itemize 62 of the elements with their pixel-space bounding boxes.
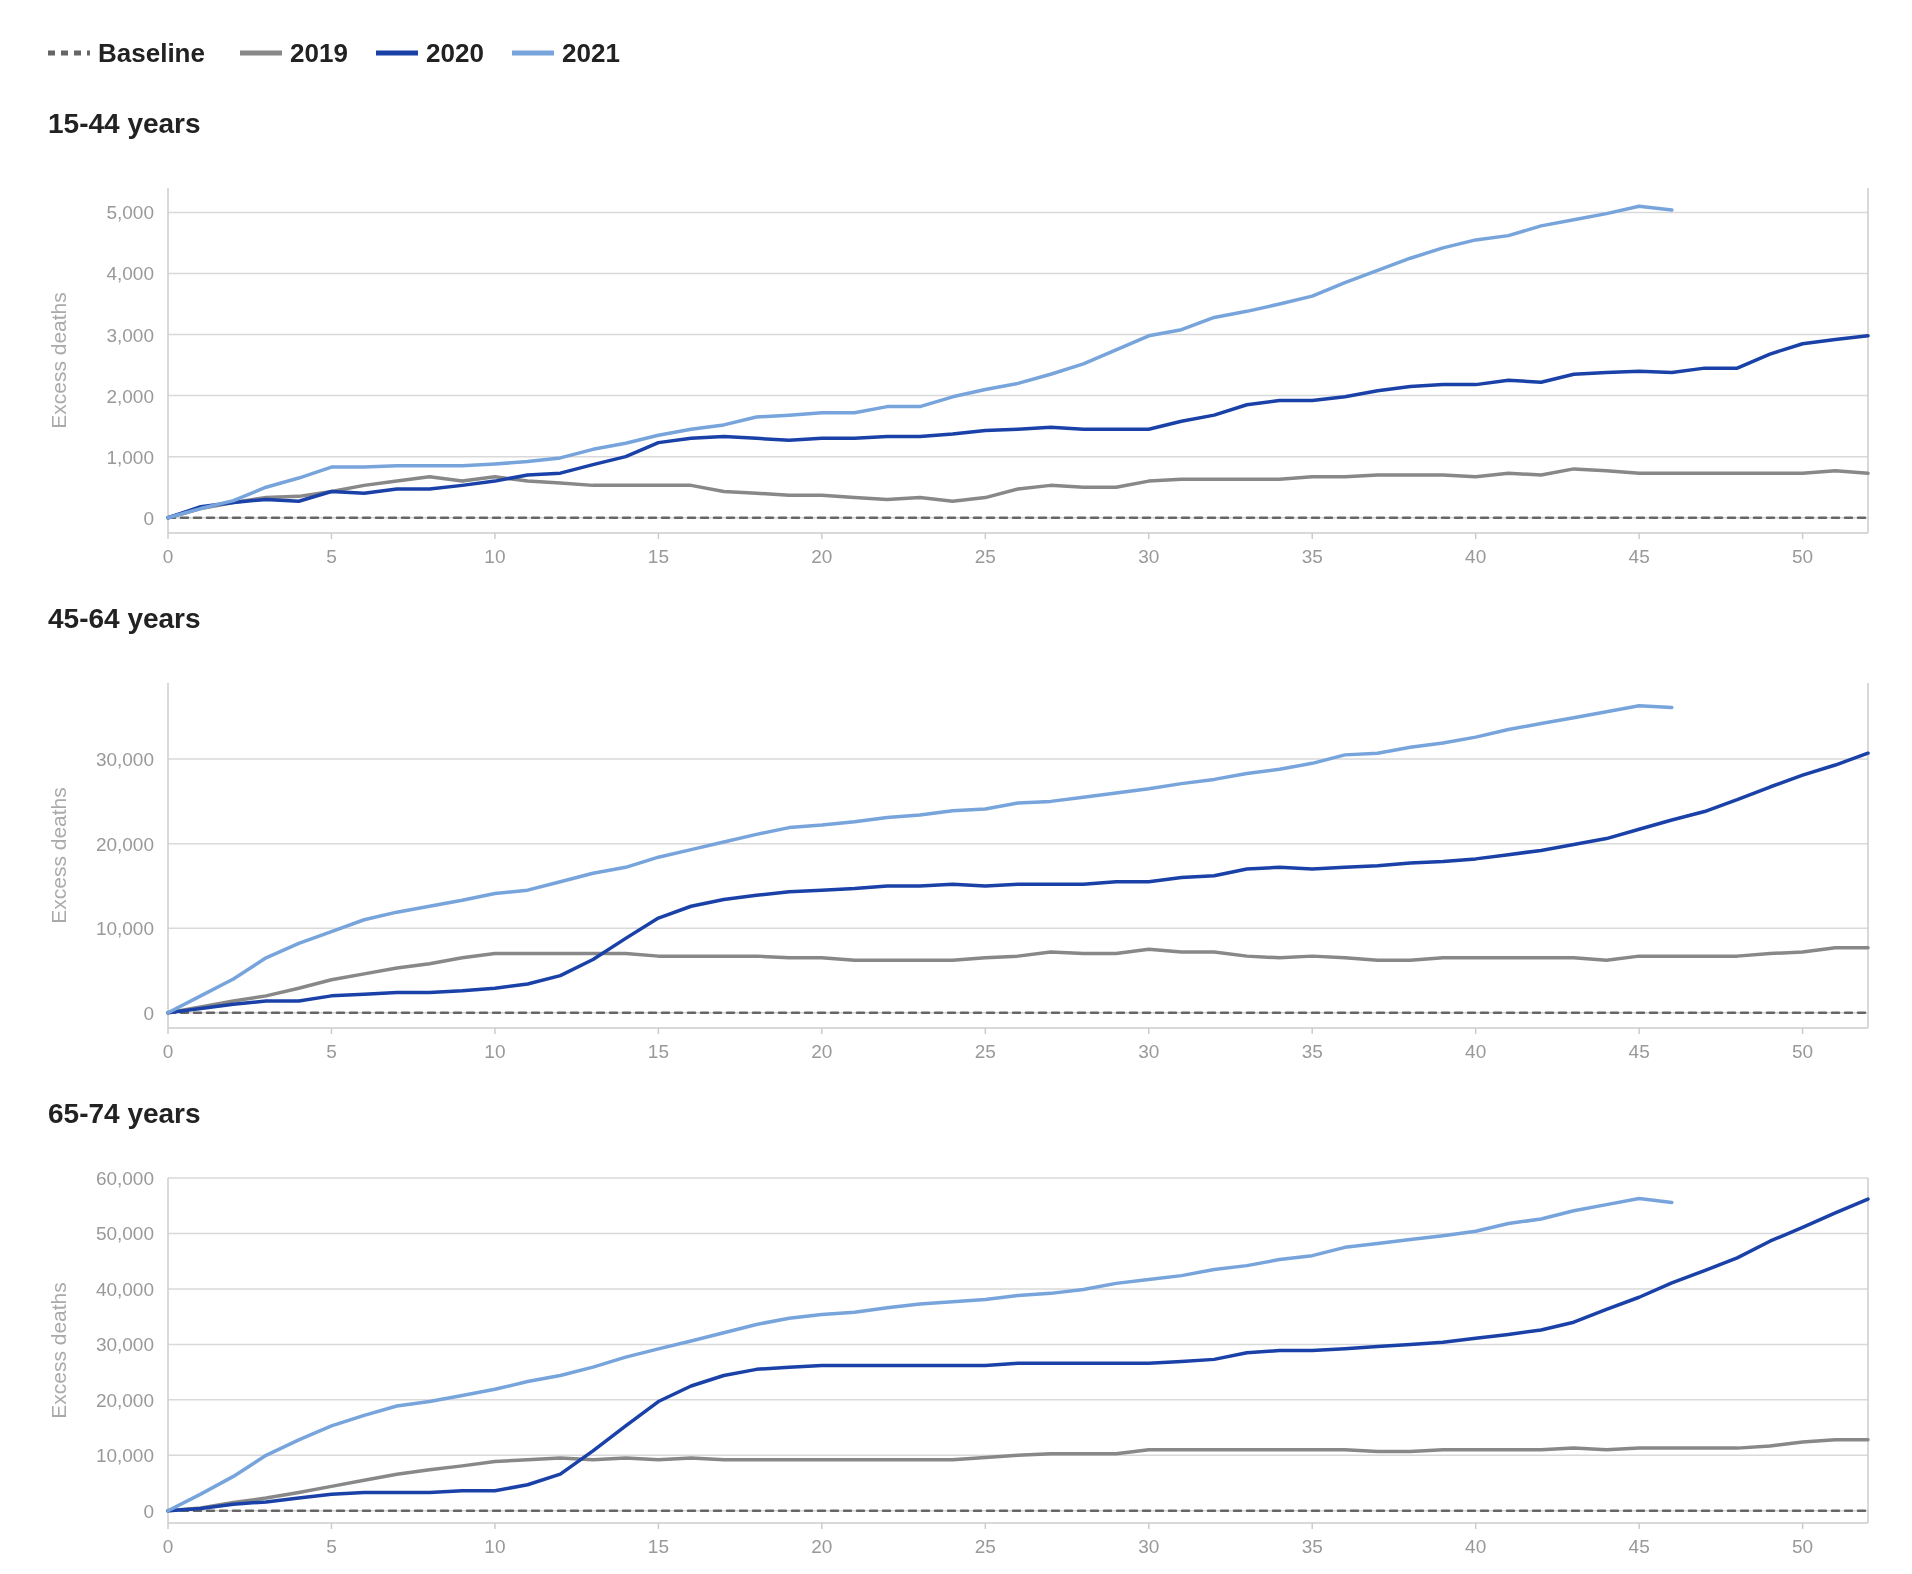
y-tick-label: 20,000 [95,1389,154,1411]
y-tick-label: 40,000 [95,1278,154,1300]
x-tick-label: 25 [974,546,996,567]
x-tick-label: 20 [811,1041,833,1062]
x-tick-label: 10 [484,1041,506,1062]
x-tick-label: 20 [811,546,833,567]
y-tick-label: 30,000 [95,1334,154,1356]
x-tick-label: 15 [647,1041,669,1062]
chart-title: 15-44 years [48,108,201,139]
y-tick-label: 30,000 [95,749,154,771]
line-series [166,204,1674,520]
x-tick-label: 15 [647,1536,669,1557]
y-tick-label: 50,000 [95,1223,154,1245]
x-tick-label: 50 [1792,546,1814,567]
x-tick-label: 15 [647,546,669,567]
x-tick-label: 50 [1792,1536,1814,1557]
x-tick-label: 30 [1138,1041,1160,1062]
y-tick-label: 60,000 [95,1168,154,1189]
x-tick-label: 50 [1792,1041,1814,1062]
x-tick-label: 0 [162,1041,174,1062]
y-tick-label: 2,000 [106,385,154,407]
y-tick-label: 5,000 [106,202,154,224]
x-tick-label: 35 [1301,1536,1323,1557]
legend-label: Baseline [98,38,205,68]
y-tick-label: 0 [143,1500,154,1522]
x-tick-label: 45 [1628,1536,1650,1557]
y-axis-title: Excess deaths [47,787,70,924]
x-tick-label: 10 [484,546,506,567]
x-tick-label: 35 [1301,546,1323,567]
y-axis-title: Excess deaths [47,1282,70,1419]
y-tick-label: 10,000 [95,1445,154,1467]
x-tick-label: 5 [326,1041,337,1062]
chart-title: 45-64 years [48,603,201,634]
x-tick-label: 20 [811,1536,833,1557]
legend-label: 2021 [562,38,620,68]
x-tick-label: 40 [1465,1041,1487,1062]
y-tick-label: 4,000 [106,263,154,285]
x-tick-label: 10 [484,1536,506,1557]
x-tick-label: 40 [1465,546,1487,567]
x-tick-label: 35 [1301,1041,1323,1062]
y-tick-label: 1,000 [106,446,154,468]
x-tick-label: 0 [162,1536,174,1557]
legend-label: 2020 [426,38,484,68]
x-tick-label: 25 [974,1041,996,1062]
x-tick-label: 0 [162,546,174,567]
x-tick-label: 45 [1628,546,1650,567]
y-tick-label: 0 [143,507,154,529]
line-series [166,704,1674,1015]
x-tick-label: 30 [1138,546,1160,567]
chart-title: 65-74 years [48,1098,201,1129]
x-tick-label: 30 [1138,1536,1160,1557]
legend-label: 2019 [290,38,348,68]
x-tick-label: 5 [326,546,337,567]
x-tick-label: 25 [974,1536,996,1557]
y-tick-label: 0 [143,1002,154,1024]
x-tick-label: 5 [326,1536,337,1557]
y-tick-label: 20,000 [95,833,154,855]
y-axis-title: Excess deaths [47,292,70,429]
y-tick-label: 10,000 [95,918,154,940]
x-tick-label: 40 [1465,1536,1487,1557]
y-tick-label: 3,000 [106,324,154,346]
x-tick-label: 45 [1628,1041,1650,1062]
